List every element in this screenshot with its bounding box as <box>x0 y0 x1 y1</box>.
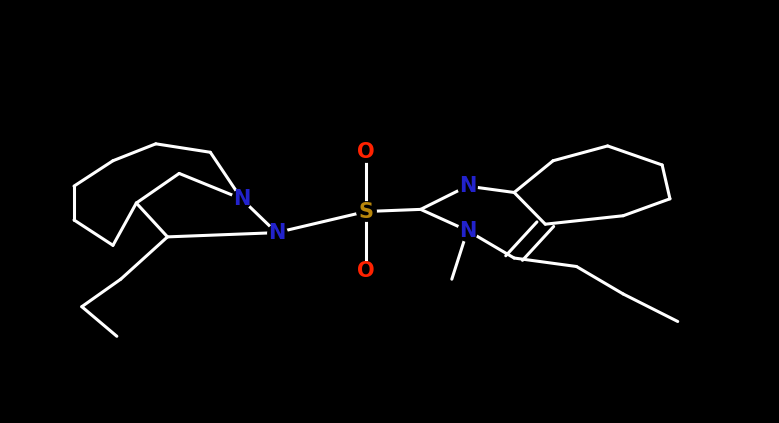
Text: N: N <box>268 222 285 243</box>
Text: S: S <box>358 201 374 222</box>
Text: O: O <box>358 142 375 162</box>
Text: O: O <box>358 261 375 281</box>
Text: N: N <box>459 176 476 196</box>
Text: N: N <box>233 189 250 209</box>
Text: N: N <box>459 220 476 241</box>
